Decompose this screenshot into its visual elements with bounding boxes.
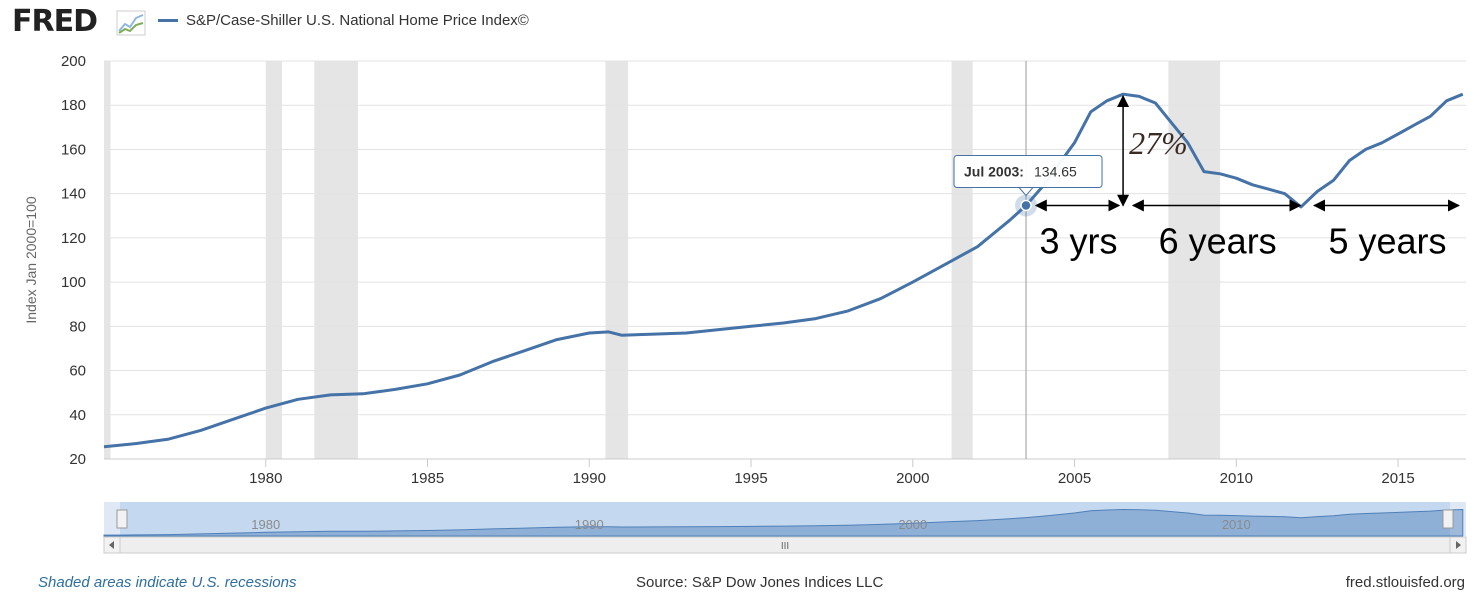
tooltip: Jul 2003: 134.65	[953, 61, 1103, 459]
navigator-handle[interactable]	[1442, 509, 1454, 529]
recession-bands	[104, 61, 1221, 459]
navigator-tick-label: 1990	[575, 517, 604, 532]
navigator-selection	[120, 502, 1450, 536]
fred-logo[interactable]: FRED	[12, 4, 98, 39]
x-tick-label: 2010	[1220, 470, 1253, 487]
y-tick-label: 80	[69, 318, 86, 335]
y-tick-label: 160	[61, 141, 86, 158]
navigator-tick-label: 2010	[1222, 517, 1251, 532]
percent-label: 27%	[1129, 125, 1188, 161]
x-tick-label: 1985	[411, 470, 444, 487]
scrollbar-grip: III	[781, 541, 789, 552]
legend-label: S&P/Case-Shiller U.S. National Home Pric…	[186, 12, 529, 29]
y-tick-label: 100	[61, 274, 86, 291]
recession-band	[605, 61, 629, 459]
x-tick-label: 1980	[249, 470, 282, 487]
y-tick-label: 60	[69, 363, 86, 380]
scroll-left-icon[interactable]	[109, 541, 114, 549]
site-link[interactable]: fred.stlouisfed.org	[1345, 574, 1465, 591]
x-tick-label: 2000	[896, 470, 929, 487]
x-tick-label: 1990	[573, 470, 606, 487]
y-tick-label: 180	[61, 97, 86, 114]
source-note: Source: S&P Dow Jones Indices LLC	[636, 574, 884, 591]
scroll-right-icon[interactable]	[1456, 541, 1461, 549]
y-tick-label: 20	[69, 451, 86, 468]
navigator-tick-label: 2000	[898, 517, 927, 532]
annotations: 27% 3 yrs 6 years 5 years	[1034, 94, 1460, 261]
line-chart-icon	[116, 10, 146, 36]
recession-band	[265, 61, 282, 459]
span-label: 3 yrs	[1040, 220, 1118, 261]
x-tick-label: 1995	[734, 470, 767, 487]
chart-header: FRED S&P/Case-Shiller U.S. National Home…	[0, 0, 1480, 46]
navigator-handle[interactable]	[116, 509, 128, 529]
y-tick-label: 140	[61, 186, 86, 203]
navigator-area	[103, 508, 1464, 537]
x-axis: 1980 1985 1990 1995 2000 2005 2010 2015	[249, 459, 1415, 487]
span-label: 6 years	[1159, 220, 1277, 261]
span-label: 5 years	[1328, 220, 1446, 261]
y-axis: 20 40 60 80 100 120 140 160 180 200	[61, 53, 86, 468]
navigator-tick-label: 1980	[251, 517, 280, 532]
legend[interactable]: S&P/Case-Shiller U.S. National Home Pric…	[158, 12, 529, 29]
series-line[interactable]	[103, 92, 1464, 449]
scrollbar-thumb[interactable]	[119, 536, 1451, 554]
tooltip-value: 134.65	[1034, 163, 1077, 179]
y-tick-label: 200	[61, 53, 86, 70]
recession-note: Shaded areas indicate U.S. recessions	[38, 574, 297, 591]
x-tick-label: 2015	[1381, 470, 1414, 487]
y-tick-label: 120	[61, 230, 86, 247]
recession-band	[104, 61, 111, 459]
grid	[104, 60, 1466, 460]
x-tick-label: 2005	[1058, 470, 1091, 487]
legend-swatch	[158, 19, 178, 22]
recession-band	[314, 61, 358, 459]
y-axis-label: Index Jan 2000=100	[23, 196, 39, 323]
hover-point	[1020, 199, 1032, 212]
tooltip-date: Jul 2003:	[964, 163, 1024, 179]
series-path[interactable]	[103, 92, 1464, 449]
tooltip-pointer	[1017, 186, 1035, 197]
navigator[interactable]: 1980 1990 2000 2010 III	[103, 502, 1467, 554]
y-tick-label: 40	[69, 407, 86, 424]
